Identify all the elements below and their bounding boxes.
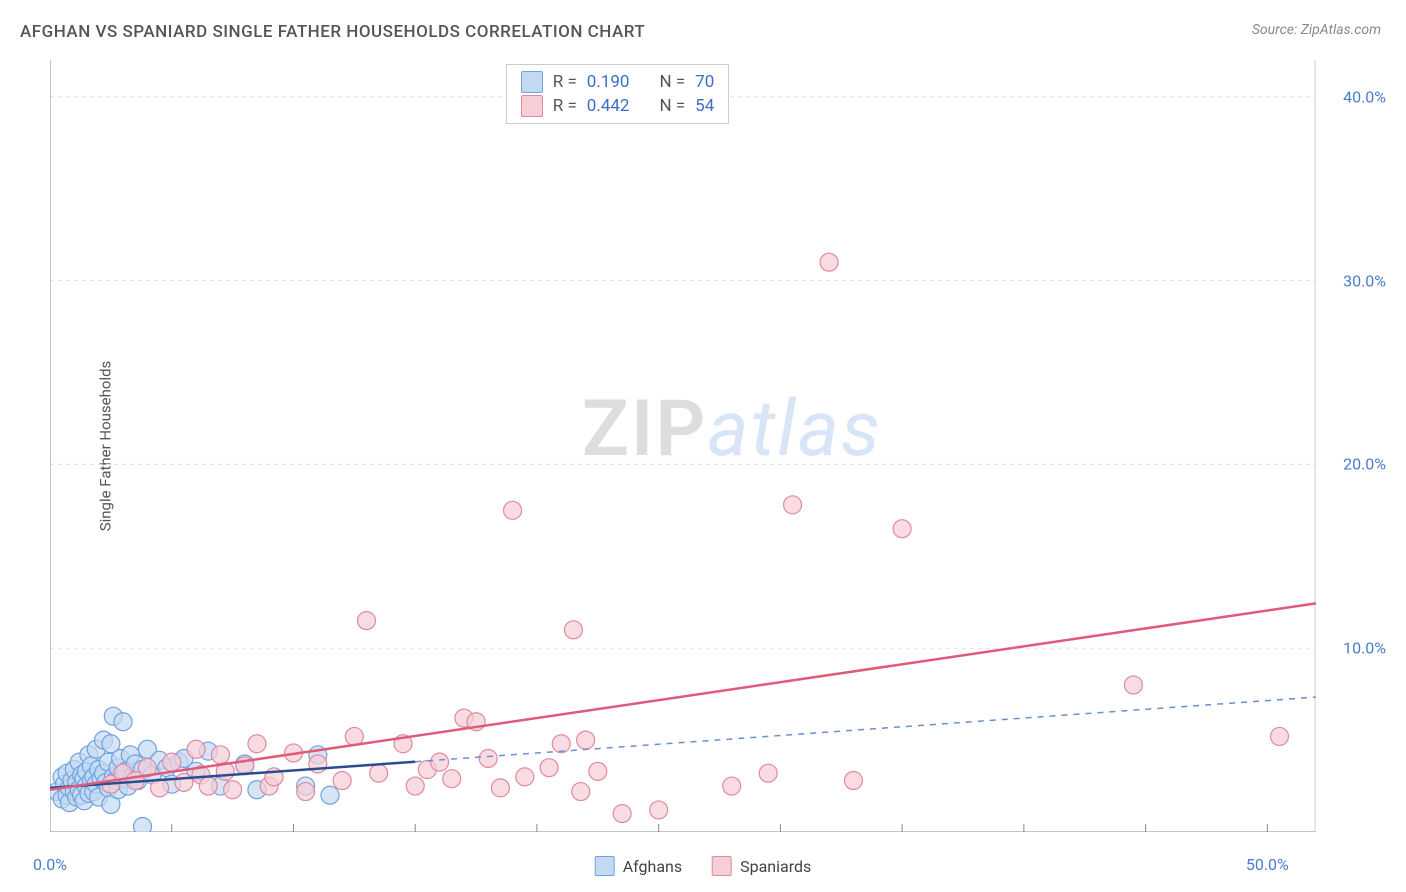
y-tick-label: 20.0% [1343,455,1386,474]
y-tick-label: 40.0% [1343,87,1386,106]
legend: Afghans Spaniards [595,856,812,876]
stats-row-afghans: R = 0.190 N = 70 [521,71,715,93]
chart-title: AFGHAN VS SPANIARD SINGLE FATHER HOUSEHO… [20,22,645,42]
square-icon [712,856,732,876]
legend-item-afghans: Afghans [595,856,682,876]
correlation-stats-box: R = 0.190 N = 70 R = 0.442 N = 54 [506,64,730,124]
square-icon [521,95,543,117]
y-tick-label: 30.0% [1343,271,1386,290]
square-icon [595,856,615,876]
stats-row-spaniards: R = 0.442 N = 54 [521,95,715,117]
legend-item-spaniards: Spaniards [712,856,811,876]
x-tick-label: 0.0% [33,855,67,874]
scatter-chart [50,60,1316,832]
plot-area: ZIPatlas R = 0.190 N = 70 R = 0.442 N = … [50,60,1316,832]
source-attribution: Source: ZipAtlas.com [1252,22,1381,38]
y-tick-label: 10.0% [1343,639,1386,658]
x-tick-label: 50.0% [1246,855,1289,874]
square-icon [521,71,543,93]
